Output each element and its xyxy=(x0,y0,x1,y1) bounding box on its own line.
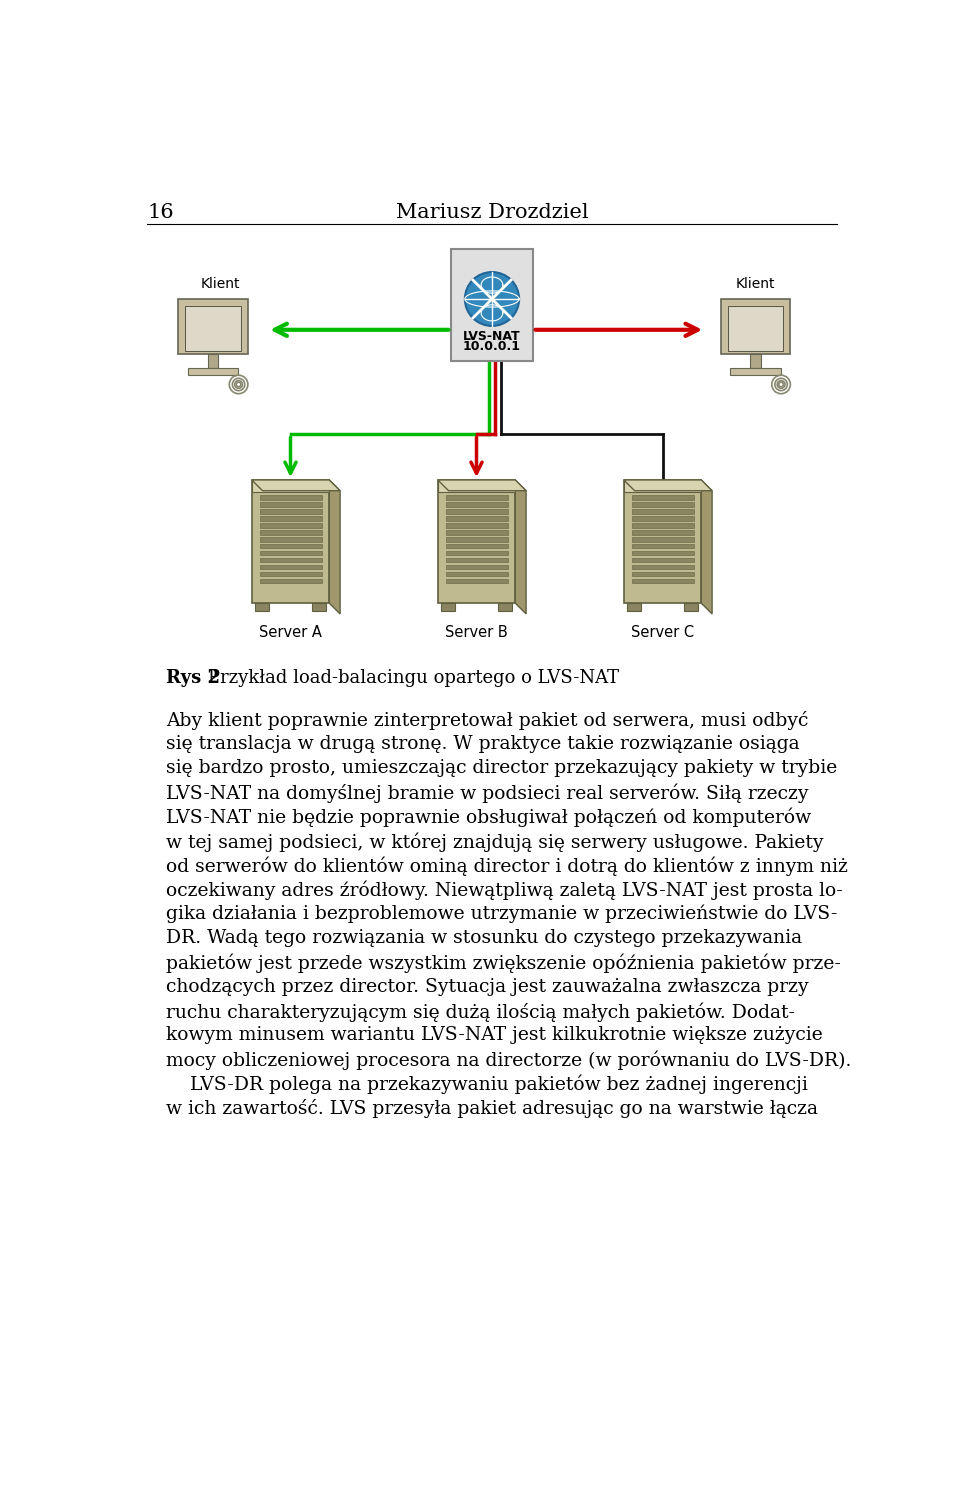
FancyBboxPatch shape xyxy=(254,603,269,611)
Text: oczekiwany adres źródłowy. Niewątpliwą zaletą LVS-NAT jest prosta lo-: oczekiwany adres źródłowy. Niewątpliwą z… xyxy=(166,880,843,900)
Text: LVS-NAT na domyślnej bramie w podsieci real serverów. Siłą rzeczy: LVS-NAT na domyślnej bramie w podsieci r… xyxy=(166,784,809,804)
Polygon shape xyxy=(185,305,241,352)
Circle shape xyxy=(465,272,519,326)
FancyBboxPatch shape xyxy=(632,522,693,527)
FancyBboxPatch shape xyxy=(259,551,322,555)
Text: pakietów jest przede wszystkim zwiększenie opóźnienia pakietów prze-: pakietów jest przede wszystkim zwiększen… xyxy=(166,954,841,973)
Text: Mariusz Drozdziel: Mariusz Drozdziel xyxy=(396,202,588,222)
Text: w ich zawartość. LVS przesyła pakiet adresując go na warstwie łącza: w ich zawartość. LVS przesyła pakiet adr… xyxy=(166,1099,819,1118)
Polygon shape xyxy=(721,299,790,355)
Text: Klient: Klient xyxy=(201,277,241,292)
FancyBboxPatch shape xyxy=(259,530,322,534)
FancyBboxPatch shape xyxy=(632,503,693,507)
Text: Aby klient poprawnie zinterpretował pakiet od serwera, musi odbyć: Aby klient poprawnie zinterpretował paki… xyxy=(166,711,809,731)
FancyBboxPatch shape xyxy=(445,551,508,555)
FancyBboxPatch shape xyxy=(632,516,693,521)
Text: Server A: Server A xyxy=(259,624,322,639)
FancyBboxPatch shape xyxy=(259,537,322,542)
Text: Przykład load-balacingu opartego o LVS-NAT: Przykład load-balacingu opartego o LVS-N… xyxy=(207,669,618,687)
FancyBboxPatch shape xyxy=(207,355,219,368)
FancyBboxPatch shape xyxy=(445,543,508,548)
FancyBboxPatch shape xyxy=(632,530,693,534)
FancyBboxPatch shape xyxy=(624,481,701,603)
FancyBboxPatch shape xyxy=(684,603,698,611)
FancyBboxPatch shape xyxy=(259,496,322,500)
Polygon shape xyxy=(252,481,340,491)
FancyBboxPatch shape xyxy=(445,509,508,513)
Text: Rys 2: Rys 2 xyxy=(166,669,221,687)
FancyBboxPatch shape xyxy=(632,543,693,548)
Polygon shape xyxy=(701,481,712,614)
Text: 10.0.0.1: 10.0.0.1 xyxy=(463,340,521,353)
FancyBboxPatch shape xyxy=(259,522,322,527)
FancyBboxPatch shape xyxy=(259,558,322,563)
FancyBboxPatch shape xyxy=(259,572,322,576)
Polygon shape xyxy=(516,481,526,614)
FancyBboxPatch shape xyxy=(445,522,508,527)
Text: chodzących przez director. Sytuacja jest zauważalna zwłaszcza przy: chodzących przez director. Sytuacja jest… xyxy=(166,978,809,996)
FancyBboxPatch shape xyxy=(632,564,693,569)
Text: mocy obliczeniowej procesora na directorze (w porównaniu do LVS-DR).: mocy obliczeniowej procesora na director… xyxy=(166,1051,852,1070)
Text: LVS-DR polega na przekazywaniu pakietów bez żadnej ingerencji: LVS-DR polega na przekazywaniu pakietów … xyxy=(166,1075,808,1094)
Text: kowym minusem wariantu LVS-NAT jest kilkukrotnie większe zużycie: kowym minusem wariantu LVS-NAT jest kilk… xyxy=(166,1027,824,1045)
Text: DR. Wadą tego rozwiązania w stosunku do czystego przekazywania: DR. Wadą tego rozwiązania w stosunku do … xyxy=(166,930,803,948)
FancyBboxPatch shape xyxy=(498,603,512,611)
Polygon shape xyxy=(329,481,340,614)
Text: Server B: Server B xyxy=(445,624,508,639)
FancyBboxPatch shape xyxy=(632,537,693,542)
Text: Klient: Klient xyxy=(735,277,776,292)
Polygon shape xyxy=(438,481,526,491)
FancyBboxPatch shape xyxy=(731,368,780,376)
FancyBboxPatch shape xyxy=(445,516,508,521)
FancyBboxPatch shape xyxy=(445,558,508,563)
FancyBboxPatch shape xyxy=(445,564,508,569)
FancyBboxPatch shape xyxy=(632,558,693,563)
Text: LVS-NAT nie będzie poprawnie obsługiwał połączeń od komputerów: LVS-NAT nie będzie poprawnie obsługiwał … xyxy=(166,808,811,828)
Text: Server C: Server C xyxy=(631,624,694,639)
FancyBboxPatch shape xyxy=(632,572,693,576)
FancyBboxPatch shape xyxy=(445,496,508,500)
FancyBboxPatch shape xyxy=(445,572,508,576)
FancyBboxPatch shape xyxy=(252,481,329,493)
Text: ruchu charakteryzującym się dużą ilością małych pakietów. Dodat-: ruchu charakteryzującym się dużą ilością… xyxy=(166,1001,796,1021)
FancyBboxPatch shape xyxy=(632,509,693,513)
FancyBboxPatch shape xyxy=(632,496,693,500)
Polygon shape xyxy=(624,481,712,491)
Text: gika działania i bezproblemowe utrzymanie w przeciwieństwie do LVS-: gika działania i bezproblemowe utrzymani… xyxy=(166,906,838,924)
FancyBboxPatch shape xyxy=(259,509,322,513)
FancyBboxPatch shape xyxy=(312,603,326,611)
FancyBboxPatch shape xyxy=(445,578,508,584)
Text: w tej samej podsieci, w której znajdują się serwery usługowe. Pakiety: w tej samej podsieci, w której znajdują … xyxy=(166,832,824,852)
FancyBboxPatch shape xyxy=(445,503,508,507)
Text: 16: 16 xyxy=(147,202,174,222)
FancyBboxPatch shape xyxy=(259,543,322,548)
FancyBboxPatch shape xyxy=(632,551,693,555)
Text: się bardzo prosto, umieszczając director przekazujący pakiety w trybie: się bardzo prosto, umieszczając director… xyxy=(166,759,838,777)
FancyBboxPatch shape xyxy=(445,530,508,534)
FancyBboxPatch shape xyxy=(259,578,322,584)
FancyBboxPatch shape xyxy=(188,368,238,376)
Text: od serwerów do klientów ominą director i dotrą do klientów z innym niż: od serwerów do klientów ominą director i… xyxy=(166,856,849,876)
Polygon shape xyxy=(179,299,248,355)
FancyBboxPatch shape xyxy=(259,564,322,569)
FancyBboxPatch shape xyxy=(632,578,693,584)
FancyBboxPatch shape xyxy=(750,355,761,368)
Polygon shape xyxy=(728,305,783,352)
FancyBboxPatch shape xyxy=(438,481,516,493)
FancyBboxPatch shape xyxy=(445,537,508,542)
Text: się translacja w drugą stronę. W praktyce takie rozwiązanie osiąga: się translacja w drugą stronę. W praktyc… xyxy=(166,735,800,753)
FancyBboxPatch shape xyxy=(627,603,641,611)
FancyBboxPatch shape xyxy=(624,481,701,493)
FancyBboxPatch shape xyxy=(451,249,533,361)
FancyBboxPatch shape xyxy=(441,603,455,611)
FancyBboxPatch shape xyxy=(438,481,516,603)
FancyBboxPatch shape xyxy=(252,481,329,603)
FancyBboxPatch shape xyxy=(259,503,322,507)
FancyBboxPatch shape xyxy=(259,516,322,521)
Text: LVS-NAT: LVS-NAT xyxy=(463,329,521,343)
